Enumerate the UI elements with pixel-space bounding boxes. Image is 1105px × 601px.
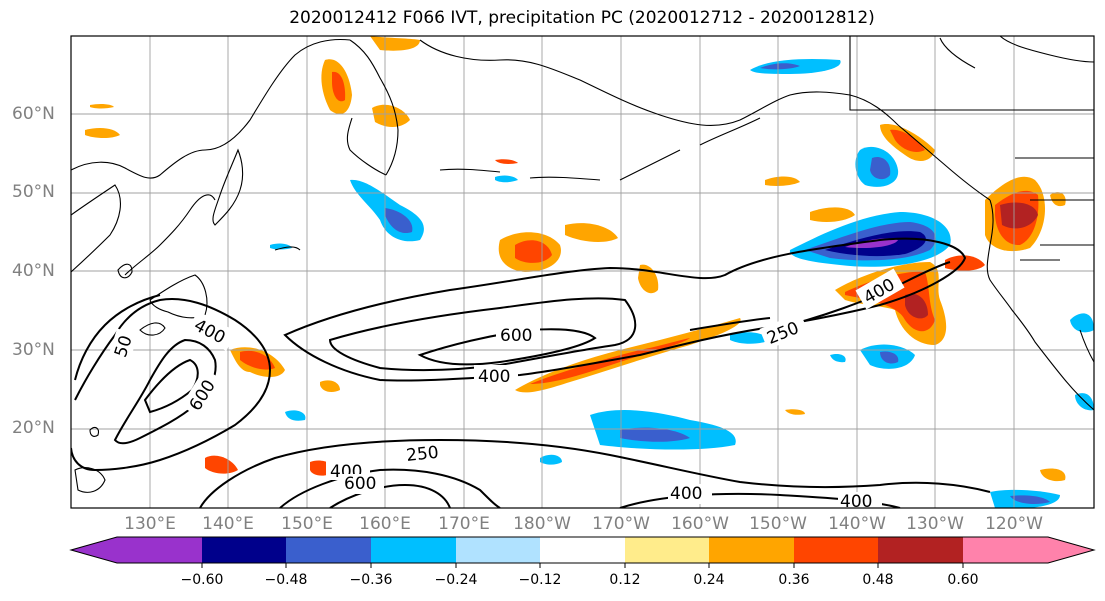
map-frame: [70, 35, 1095, 509]
contour-label: 600: [344, 474, 376, 494]
coastlines: [71, 36, 1094, 493]
lon-label: 180°W: [513, 514, 571, 534]
colorbar-segment: [286, 537, 371, 563]
lat-label: 50°N: [12, 182, 55, 202]
colorbar-tick-label: −0.48: [264, 572, 308, 588]
lat-label: 30°N: [12, 340, 55, 360]
colorbar-outline: [69, 536, 1096, 564]
colorbar-tick-label: −0.36: [349, 572, 393, 588]
lon-label: 160°W: [671, 514, 729, 534]
lon-label: 140°E: [202, 514, 254, 534]
negative-anomaly-shading: [270, 59, 1094, 508]
lon-label: 130°W: [906, 514, 964, 534]
lon-label: 120°W: [985, 514, 1043, 534]
positive-anomaly-shading: [85, 36, 1066, 482]
colorbar-tick-label: −0.12: [518, 572, 562, 588]
lon-label: 170°W: [592, 514, 650, 534]
colorbar-segment: [71, 537, 202, 563]
colorbar-segment: [794, 537, 878, 563]
contour-label: 400: [840, 492, 872, 512]
colorbar-tick-label: 0.12: [609, 572, 641, 588]
ivt-contours: [71, 237, 991, 508]
lon-label: 170°E: [438, 514, 490, 534]
contour-label: 250: [405, 443, 439, 466]
colorbar-segment: [540, 537, 625, 563]
lon-label: 140°W: [828, 514, 886, 534]
colorbar-segment: [625, 537, 709, 563]
colorbar-tick-label: 0.60: [947, 572, 979, 588]
colorbar-segment: [456, 537, 540, 563]
lon-label: 130°E: [124, 514, 176, 534]
lon-label: 150°W: [749, 514, 807, 534]
graticule: [71, 36, 1094, 508]
colorbar-segment: [878, 537, 963, 563]
colorbar-segment: [963, 537, 1094, 563]
colorbar-tick-label: 0.36: [778, 572, 810, 588]
contour-label: 600: [500, 326, 532, 346]
colorbar-segment: [371, 537, 456, 563]
contour-label: 400: [670, 484, 702, 504]
colorbar-segment: [202, 537, 286, 563]
lat-label: 20°N: [12, 418, 55, 438]
contour-label: 400: [478, 367, 510, 387]
colorbar-tick-label: −0.60: [180, 572, 224, 588]
lon-label: 150°E: [281, 514, 333, 534]
colorbar-tick-label: −0.24: [434, 572, 478, 588]
lon-label: 160°E: [359, 514, 411, 534]
colorbar-segment: [709, 537, 794, 563]
colorbar-tick-label: 0.24: [693, 572, 725, 588]
colorbar: [69, 536, 1096, 568]
map-title: 2020012412 F066 IVT, precipitation PC (2…: [289, 8, 875, 28]
colorbar-tick-label: 0.48: [862, 572, 894, 588]
lat-label: 60°N: [12, 104, 55, 124]
lat-label: 40°N: [12, 261, 55, 281]
